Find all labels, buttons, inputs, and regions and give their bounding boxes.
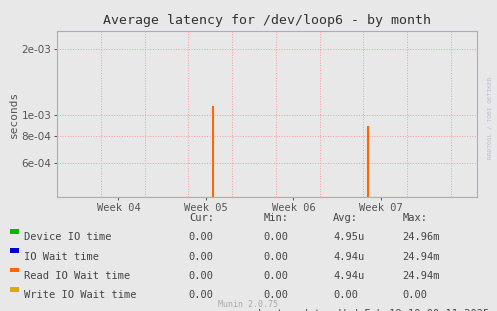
Text: 0.00: 0.00 bbox=[263, 252, 288, 262]
Text: Min:: Min: bbox=[263, 213, 288, 223]
Text: 0.00: 0.00 bbox=[189, 232, 214, 242]
Text: 0.00: 0.00 bbox=[189, 271, 214, 281]
Text: 0.00: 0.00 bbox=[263, 271, 288, 281]
Text: 0.00: 0.00 bbox=[189, 252, 214, 262]
Text: 0.00: 0.00 bbox=[403, 290, 427, 300]
Text: 24.96m: 24.96m bbox=[403, 232, 440, 242]
Text: Write IO Wait time: Write IO Wait time bbox=[24, 290, 136, 300]
Text: 24.94m: 24.94m bbox=[403, 252, 440, 262]
Text: 0.00: 0.00 bbox=[263, 290, 288, 300]
Title: Average latency for /dev/loop6 - by month: Average latency for /dev/loop6 - by mont… bbox=[103, 14, 431, 27]
Y-axis label: seconds: seconds bbox=[9, 91, 19, 138]
Text: 4.94u: 4.94u bbox=[333, 271, 364, 281]
Text: Read IO Wait time: Read IO Wait time bbox=[24, 271, 130, 281]
Text: Device IO time: Device IO time bbox=[24, 232, 111, 242]
Text: 4.95u: 4.95u bbox=[333, 232, 364, 242]
Text: 0.00: 0.00 bbox=[263, 232, 288, 242]
Text: 0.00: 0.00 bbox=[189, 290, 214, 300]
Text: Cur:: Cur: bbox=[189, 213, 214, 223]
Text: Max:: Max: bbox=[403, 213, 427, 223]
Text: 24.94m: 24.94m bbox=[403, 271, 440, 281]
Text: Last update: Wed Feb 19 10:00:11 2025: Last update: Wed Feb 19 10:00:11 2025 bbox=[258, 309, 490, 311]
Text: IO Wait time: IO Wait time bbox=[24, 252, 99, 262]
Text: 0.00: 0.00 bbox=[333, 290, 358, 300]
Text: RRDTOOL / TOBI OETIKER: RRDTOOL / TOBI OETIKER bbox=[487, 77, 492, 160]
Text: 4.94u: 4.94u bbox=[333, 252, 364, 262]
Text: Munin 2.0.75: Munin 2.0.75 bbox=[219, 300, 278, 309]
Text: Avg:: Avg: bbox=[333, 213, 358, 223]
